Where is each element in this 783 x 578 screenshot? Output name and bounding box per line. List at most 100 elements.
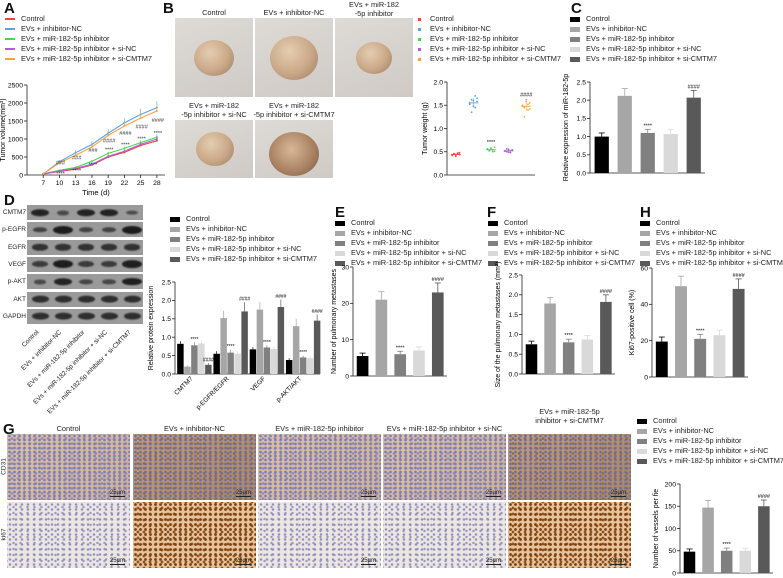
data-point xyxy=(90,163,93,166)
bar xyxy=(356,356,369,376)
bar xyxy=(227,352,234,374)
scatter-group xyxy=(503,148,514,154)
legend-dot-marker xyxy=(418,17,421,21)
chart-g: 0 50 100 150 200 Number of vessels per fie ***… xyxy=(653,481,773,577)
tumor xyxy=(270,36,318,80)
bar xyxy=(594,136,609,173)
y-axis-label: Relative protein expression xyxy=(148,286,155,371)
y-tick-label: 60 xyxy=(640,265,648,272)
blot-band xyxy=(122,277,142,286)
y-tick-label: 0.0 xyxy=(434,172,444,179)
ihc-image-cd31: 25μm xyxy=(383,434,506,500)
legend-swatch xyxy=(640,230,650,236)
legend-swatch xyxy=(570,46,580,52)
bar xyxy=(270,348,278,374)
data-point xyxy=(42,172,45,175)
legend-swatch xyxy=(488,250,498,256)
line-path xyxy=(43,136,158,175)
blot-band xyxy=(31,243,49,251)
legend-line-marker xyxy=(5,38,15,40)
significance-hash: ### xyxy=(88,148,98,154)
legend-item: EVs + miR-182-5p inhibitor + si-CMTM7 xyxy=(570,54,717,64)
legend-label: EVs + miR-182-5p inhibitor + si-CMTM7 xyxy=(653,456,783,465)
data-point xyxy=(74,154,77,157)
bar xyxy=(299,357,307,374)
significance-label: #### xyxy=(239,297,250,303)
y-tick-label: 100 xyxy=(665,526,677,533)
legend-swatch xyxy=(170,216,180,222)
legend-label: EVs + miR-182-5p inhibitor + si-CMTM7 xyxy=(351,258,483,267)
significance-star: **** xyxy=(137,137,146,143)
legend-swatch xyxy=(570,56,580,62)
significance-label: #### xyxy=(312,309,323,315)
bar xyxy=(191,345,198,374)
blot-band xyxy=(54,243,72,251)
legend-label: EVs + miR-182-5p inhibitor xyxy=(21,34,110,43)
legend-g: Control EVs + inhibitor-NC EVs + miR-182-5… xyxy=(637,416,783,466)
legend-item: EVs + miR-182-5p inhibitor xyxy=(5,34,152,44)
bar xyxy=(313,320,321,374)
y-tick-label: 0 xyxy=(644,374,648,381)
data-point xyxy=(155,139,158,142)
legend-label: EVs + miR-182-5p inhibitor + si-NC xyxy=(21,44,137,53)
x-tick-label: 10 xyxy=(56,180,64,187)
legend-b: Control EVs + inhibitor-NC EVs + miR-182-5… xyxy=(416,14,561,64)
data-point xyxy=(107,155,110,158)
significance-star: **** xyxy=(72,168,81,174)
panel-label-c: C xyxy=(571,0,582,17)
data-point xyxy=(58,170,61,173)
legend-swatch xyxy=(637,438,647,444)
y-tick-label: 500 xyxy=(12,154,24,161)
legend-swatch xyxy=(335,250,345,256)
bar xyxy=(198,343,205,374)
bar xyxy=(562,342,575,374)
significance-star: **** xyxy=(154,131,163,137)
bar xyxy=(220,318,227,374)
y-tick-label: 40 xyxy=(640,302,648,309)
blot-band xyxy=(100,243,118,251)
tumor-photo xyxy=(175,18,253,97)
bar xyxy=(702,507,714,573)
bar xyxy=(184,366,191,374)
legend-f: Contorl EVs + inhibitor-NC EVs + miR-182-5… xyxy=(488,218,635,268)
significance-label: **** xyxy=(299,350,307,356)
bar xyxy=(285,360,293,374)
blot-band xyxy=(125,210,139,215)
legend-line-marker xyxy=(5,58,15,60)
legend-label: EVs + miR-182-5p inhibitor + si-NC xyxy=(656,248,772,257)
blot-band xyxy=(31,312,49,320)
bar xyxy=(205,364,212,374)
significance-hash: #### xyxy=(119,131,132,137)
significance-label: **** xyxy=(396,345,405,351)
panel-label-g: G xyxy=(3,421,15,438)
legend-item: EVs + inhibitor-NC xyxy=(637,426,783,436)
scatter-group xyxy=(468,95,479,114)
blot-band xyxy=(33,227,47,233)
legend-dot-marker xyxy=(418,37,421,41)
legend-label: EVs + miR-182-5p inhibitor + si-NC xyxy=(186,244,302,253)
blot-protein-label: VEGF xyxy=(8,260,26,268)
legend-label: EVs + miR-182-5p inhibitor + si-NC xyxy=(653,446,769,455)
legend-swatch xyxy=(570,36,580,42)
bar xyxy=(600,301,612,374)
blot-band xyxy=(54,312,72,320)
data-point xyxy=(474,95,477,97)
blot-band xyxy=(78,261,94,268)
legend-label: EVs + inhibitor-NC xyxy=(656,228,717,237)
blot-band xyxy=(53,225,73,234)
panel-label-d: D xyxy=(4,192,15,209)
legend-label: EVs + miR-182-5p inhibitor + si-CMTM7 xyxy=(430,54,562,63)
line-path xyxy=(42,107,158,175)
blot-row xyxy=(27,222,143,238)
y-tick-label: 2.0 xyxy=(434,79,444,86)
significance-label: #### xyxy=(203,357,214,363)
line-path xyxy=(43,138,158,175)
legend-item: EVs + miR-182-5p inhibitor xyxy=(335,238,482,248)
x-tick-label: 28 xyxy=(153,180,161,187)
x-tick-label: 19 xyxy=(104,180,112,187)
bar xyxy=(694,338,707,377)
x-tick-label: 7 xyxy=(41,180,45,187)
y-tick-label: 1.5 xyxy=(162,316,172,323)
blot-band xyxy=(79,279,93,285)
